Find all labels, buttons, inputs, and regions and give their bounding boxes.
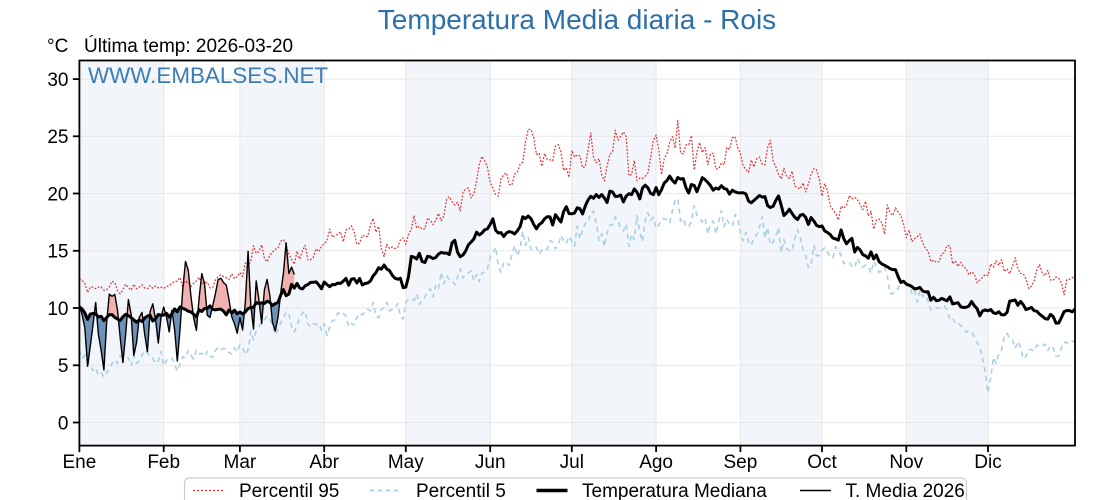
svg-text:5: 5: [58, 356, 69, 377]
svg-text:Percentil 95: Percentil 95: [239, 481, 339, 500]
svg-text:T. Media 2026: T. Media 2026: [846, 481, 965, 500]
svg-text:WWW.EMBALSES.NET: WWW.EMBALSES.NET: [88, 63, 328, 88]
svg-text:0: 0: [58, 413, 69, 434]
svg-text:Temperatura Media diaria - Roi: Temperatura Media diaria - Rois: [378, 4, 776, 35]
svg-text:Jul: Jul: [560, 452, 584, 473]
svg-text:10: 10: [47, 299, 68, 320]
svg-text:20: 20: [47, 184, 68, 205]
svg-text:°C: °C: [47, 36, 68, 57]
svg-text:Abr: Abr: [309, 452, 339, 473]
svg-text:Feb: Feb: [147, 452, 180, 473]
svg-text:Mar: Mar: [224, 452, 257, 473]
svg-text:Ago: Ago: [639, 452, 673, 473]
svg-text:15: 15: [47, 242, 68, 263]
svg-text:Temperatura Mediana: Temperatura Mediana: [582, 481, 767, 500]
svg-text:Ene: Ene: [62, 452, 96, 473]
svg-text:Oct: Oct: [807, 452, 837, 473]
svg-text:Jun: Jun: [475, 452, 506, 473]
svg-text:Percentil 5: Percentil 5: [416, 481, 506, 500]
svg-text:Sep: Sep: [723, 452, 757, 473]
svg-text:Última temp: 2026-03-20: Última temp: 2026-03-20: [84, 35, 293, 57]
svg-text:Dic: Dic: [974, 452, 1001, 473]
svg-text:30: 30: [47, 70, 68, 91]
svg-text:25: 25: [47, 127, 68, 148]
svg-text:Nov: Nov: [889, 452, 923, 473]
svg-text:May: May: [388, 452, 424, 473]
